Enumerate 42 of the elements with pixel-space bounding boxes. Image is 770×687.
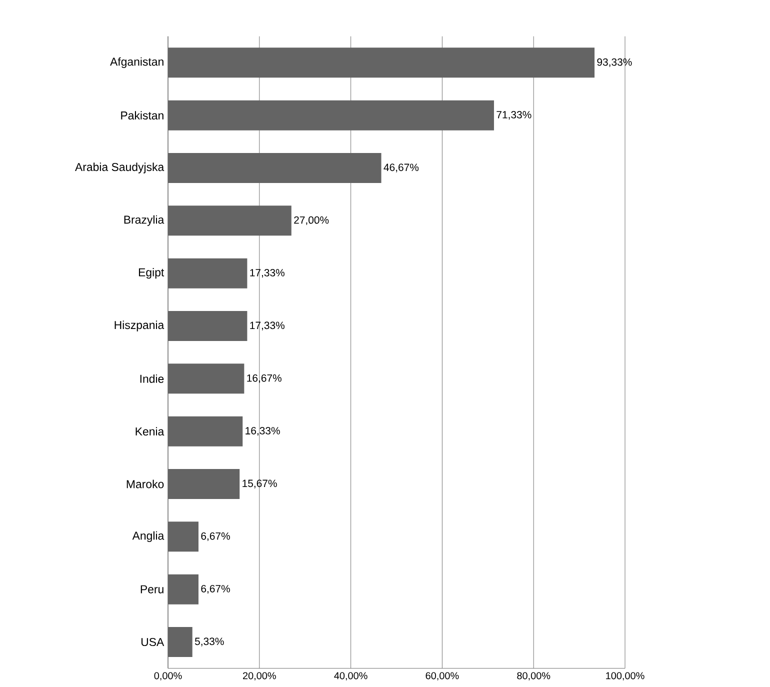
bar <box>168 206 292 236</box>
y-tick-label: Peru <box>140 585 164 594</box>
bar <box>168 152 382 183</box>
x-tick-label: 80,00% <box>517 672 550 680</box>
bar <box>168 627 192 657</box>
bar <box>168 258 248 288</box>
bar <box>168 100 494 130</box>
data-label: 16,67% <box>247 374 282 383</box>
y-tick-label: Afganistan <box>110 57 164 68</box>
y-tick-label: USA <box>141 638 164 646</box>
y-tick-label: Hiszpania <box>114 320 164 332</box>
y-tick-label: Kenia <box>136 427 164 436</box>
data-label: 17,33% <box>250 269 284 278</box>
data-label: 15,67% <box>242 480 277 488</box>
data-label: 5,33% <box>194 638 224 646</box>
data-label: 27,00% <box>294 216 329 225</box>
x-tick-label: 0,00% <box>154 672 182 680</box>
bar <box>168 310 248 341</box>
bar <box>168 522 198 552</box>
x-tick-label: 40,00% <box>334 672 368 680</box>
x-tick-label: 20,00% <box>243 672 276 680</box>
x-tick-label: 100,00% <box>606 672 644 680</box>
x-tick-label: 60,00% <box>426 672 459 680</box>
data-label: 17,33% <box>250 322 284 330</box>
bar <box>168 468 240 499</box>
data-label: 6,67% <box>201 532 230 541</box>
y-tick-label: Maroko <box>126 480 164 488</box>
bar <box>168 416 243 446</box>
bar <box>168 574 198 604</box>
data-label: 16,33% <box>246 427 280 436</box>
y-tick-label: Pakistan <box>121 111 164 120</box>
data-label: 71,33% <box>496 111 532 120</box>
bar <box>168 364 244 394</box>
y-tick-label: Anglia <box>132 531 164 542</box>
data-label: 93,33% <box>597 58 632 67</box>
data-label: 6,67% <box>201 585 230 594</box>
y-tick-label: Arabia Saudyjska <box>75 162 164 174</box>
bar <box>168 48 595 78</box>
y-tick-label: Brazylia <box>124 215 164 226</box>
y-tick-label: Indie <box>140 374 164 383</box>
data-label: 46,67% <box>384 164 419 172</box>
y-tick-label: Egipt <box>138 268 164 279</box>
